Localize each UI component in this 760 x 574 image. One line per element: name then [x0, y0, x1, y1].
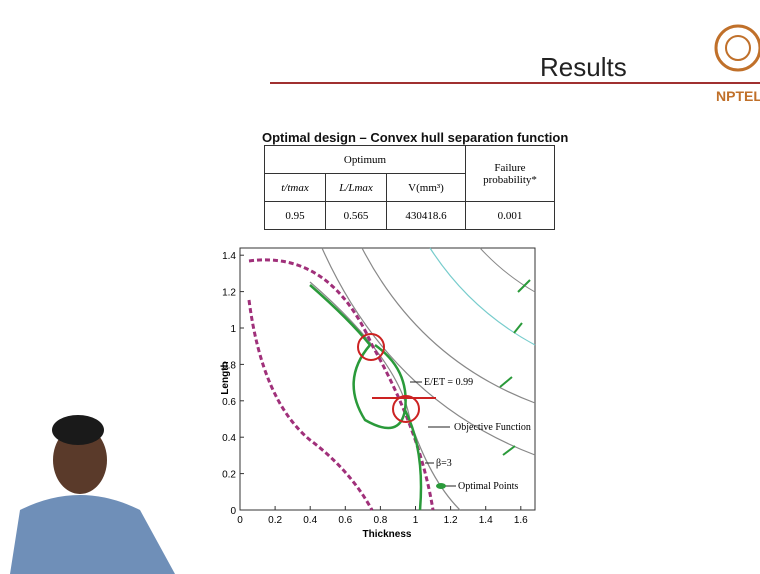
page: {"header": {"title": "Results", "logo": …	[0, 0, 760, 574]
slide: Results NPTEL Optimal design – Convex hu…	[0, 0, 760, 574]
x-tick-label: 1.6	[514, 515, 528, 526]
plot-frame	[240, 248, 535, 510]
figure: 00.20.40.60.811.21.41.600.20.40.60.811.2…	[0, 0, 760, 574]
x-tick-label: 1	[413, 515, 419, 526]
y-axis-label: Length	[220, 361, 231, 394]
annotation: Optimal Points	[458, 481, 518, 492]
x-tick-label: 1.4	[479, 515, 493, 526]
person	[10, 415, 175, 574]
legend-point	[436, 483, 446, 489]
y-tick-label: 0	[230, 506, 236, 517]
annotation: E/ET = 0.99	[424, 377, 473, 388]
x-axis-label: Thickness	[363, 529, 412, 540]
x-tick-label: 0.4	[303, 515, 317, 526]
y-tick-label: 1.4	[222, 251, 236, 262]
x-tick-label: 0	[237, 515, 243, 526]
y-tick-label: 0.2	[222, 470, 236, 481]
curves	[249, 248, 535, 510]
y-tick-label: 0.4	[222, 433, 236, 444]
x-tick-label: 0.6	[338, 515, 352, 526]
y-tick-label: 0.6	[222, 397, 236, 408]
annotation: Objective Function	[454, 422, 531, 433]
x-tick-label: 0.8	[373, 515, 387, 526]
x-tick-label: 1.2	[444, 515, 458, 526]
y-tick-label: 1.2	[222, 288, 236, 299]
annotation: β=3	[436, 458, 452, 469]
y-tick-label: 1	[230, 324, 236, 335]
x-tick-label: 0.2	[268, 515, 282, 526]
